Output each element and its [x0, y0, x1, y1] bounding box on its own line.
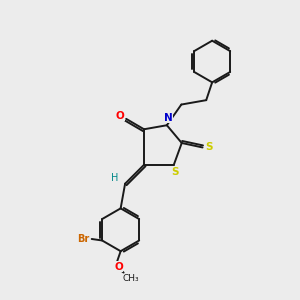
Text: S: S — [205, 142, 213, 152]
Text: O: O — [114, 262, 123, 272]
Text: N: N — [164, 113, 173, 123]
Text: S: S — [172, 167, 179, 177]
Text: H: H — [111, 173, 118, 183]
Text: O: O — [116, 111, 124, 121]
Text: CH₃: CH₃ — [123, 274, 140, 283]
Text: Br: Br — [77, 234, 89, 244]
